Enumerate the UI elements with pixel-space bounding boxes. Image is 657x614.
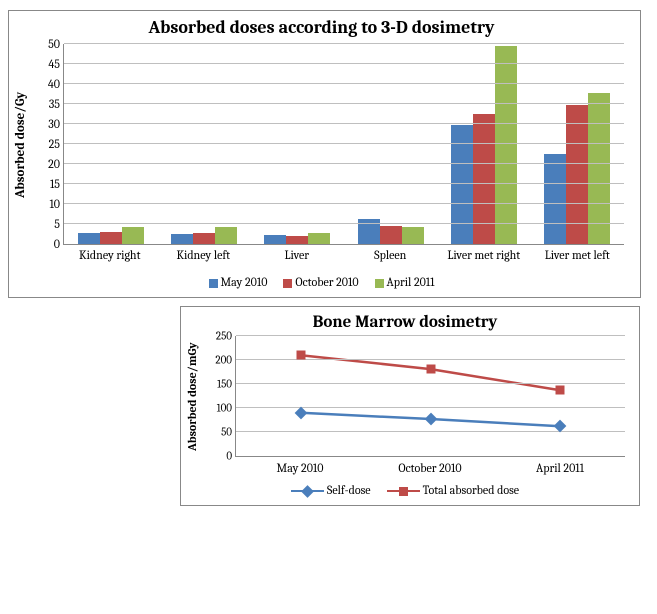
bar	[588, 93, 610, 244]
bar	[286, 236, 308, 244]
bar-chart-body: Absorbed dose/Gy 05101520253035404550	[13, 44, 630, 245]
bar-chart-ytick: 50	[48, 37, 64, 51]
bar-chart-gridline	[64, 103, 624, 104]
bar-chart-bars	[64, 44, 624, 244]
bar-chart-title: Absorbed doses according to 3-D dosimetr…	[13, 17, 630, 38]
bar-chart-legend-item: October 2010	[283, 275, 358, 289]
diamond-marker	[301, 485, 314, 498]
line-chart-xlabel: April 2011	[495, 461, 625, 475]
line-chart-legend-item: Total absorbed dose	[387, 483, 519, 497]
bar-chart-gridline	[64, 223, 624, 224]
bar-chart-ytick: 0	[54, 237, 64, 251]
bar-chart-category-group	[437, 44, 530, 244]
bar-chart-ytick: 25	[49, 137, 64, 151]
line-chart-xlabel: May 2010	[235, 461, 365, 475]
bar-chart-plot-area: 05101520253035404550	[63, 44, 624, 245]
bar-chart-xlabel: Liver	[250, 249, 344, 263]
bar-chart-category-group	[251, 44, 344, 244]
bar-chart-ytick: 45	[48, 57, 64, 71]
bar-chart-gridline	[64, 63, 624, 64]
bar-chart-gridline	[64, 43, 624, 44]
bar-chart-legend-item: May 2010	[209, 275, 268, 289]
line-chart-ytick: 200	[215, 353, 236, 366]
bar-chart-gridline	[64, 163, 624, 164]
square-marker	[556, 386, 565, 395]
line-chart-ytick: 0	[226, 449, 236, 462]
bar	[495, 46, 517, 244]
bar	[78, 233, 100, 244]
line-chart-body: Absorbed dose/mGy 050100150200250	[185, 336, 625, 457]
bar-chart-xlabel: Liver met right	[437, 249, 531, 263]
line-chart-legend: Self-dose Total absorbed dose	[185, 483, 625, 497]
bar-chart-category-group	[64, 44, 157, 244]
bar-chart-panel: Absorbed doses according to 3-D dosimetr…	[8, 10, 641, 298]
square-marker	[296, 350, 305, 359]
legend-swatch	[375, 279, 384, 288]
legend-swatch	[209, 279, 218, 288]
bar	[122, 227, 144, 244]
bar	[264, 235, 286, 244]
line-chart-ytick: 250	[216, 329, 236, 342]
bar-chart-legend: May 2010 October 2010 April 2011	[13, 275, 630, 289]
line-chart-ylabel: Absorbed dose/mGy	[185, 336, 201, 457]
legend-label: April 2011	[387, 275, 435, 289]
legend-swatch	[283, 279, 292, 288]
bar-chart-ylabel: Absorbed dose/Gy	[13, 44, 31, 245]
bar-chart-ytick: 10	[49, 197, 64, 211]
square-marker	[426, 364, 435, 373]
bar-chart-category-group	[344, 44, 437, 244]
bar-chart-ytick: 20	[48, 157, 64, 171]
line-chart-gridline	[236, 431, 625, 432]
line-chart-ytick: 150	[217, 377, 236, 390]
bar	[380, 226, 402, 244]
line-chart-panel: Bone Marrow dosimetry Absorbed dose/mGy …	[180, 306, 640, 506]
line-chart-plot-area: 050100150200250	[235, 336, 625, 457]
legend-label: Total absorbed dose	[423, 483, 519, 497]
legend-label: May 2010	[221, 275, 268, 289]
bar	[215, 227, 237, 244]
bar-chart-xlabel: Kidney right	[63, 249, 157, 263]
bar-chart-ytick: 40	[48, 77, 64, 91]
bar-chart-gridline	[64, 203, 624, 204]
bar-chart-ytick: 30	[48, 117, 64, 131]
bar-chart-ytick: 35	[49, 97, 64, 111]
bar-chart-ytick: 5	[54, 217, 64, 231]
bar-chart-gridline	[64, 123, 624, 124]
line-chart-title: Bone Marrow dosimetry	[185, 313, 625, 332]
bar	[193, 233, 215, 244]
line-chart-gridline	[236, 407, 625, 408]
bar-chart-xlabels: Kidney rightKidney leftLiverSpleenLiver …	[63, 249, 624, 263]
legend-label: October 2010	[295, 275, 358, 289]
line-chart-xlabel: October 2010	[365, 461, 495, 475]
bar-chart-category-group	[157, 44, 250, 244]
bar-chart-gridline	[64, 183, 624, 184]
bar	[308, 233, 330, 244]
bar-chart-legend-item: April 2011	[375, 275, 435, 289]
bar-chart-xlabel: Liver met left	[531, 249, 625, 263]
bar	[473, 114, 495, 244]
bar	[544, 154, 566, 244]
legend-line-sample	[387, 487, 420, 496]
bar-chart-ytick: 15	[50, 177, 64, 191]
line-chart-gridline	[236, 335, 625, 336]
bar	[402, 227, 424, 244]
line-chart-ytick: 100	[217, 401, 236, 414]
legend-label: Self-dose	[327, 483, 371, 497]
line-chart-legend-item: Self-dose	[291, 483, 371, 497]
bar-chart-category-group	[531, 44, 624, 244]
line-chart-lines	[236, 336, 625, 456]
square-marker	[399, 487, 408, 496]
line-chart-gridline	[236, 359, 625, 360]
line-chart-ytick: 50	[221, 425, 236, 438]
bar	[100, 232, 122, 244]
legend-line-sample	[291, 487, 324, 496]
line-chart-xlabels: May 2010October 2010April 2011	[235, 461, 625, 475]
bar-chart-gridline	[64, 143, 624, 144]
line-chart-gridline	[236, 383, 625, 384]
bar-chart-xlabel: Spleen	[344, 249, 438, 263]
bar-chart-gridline	[64, 83, 624, 84]
bar	[171, 234, 193, 244]
bar-chart-xlabel: Kidney left	[157, 249, 251, 263]
